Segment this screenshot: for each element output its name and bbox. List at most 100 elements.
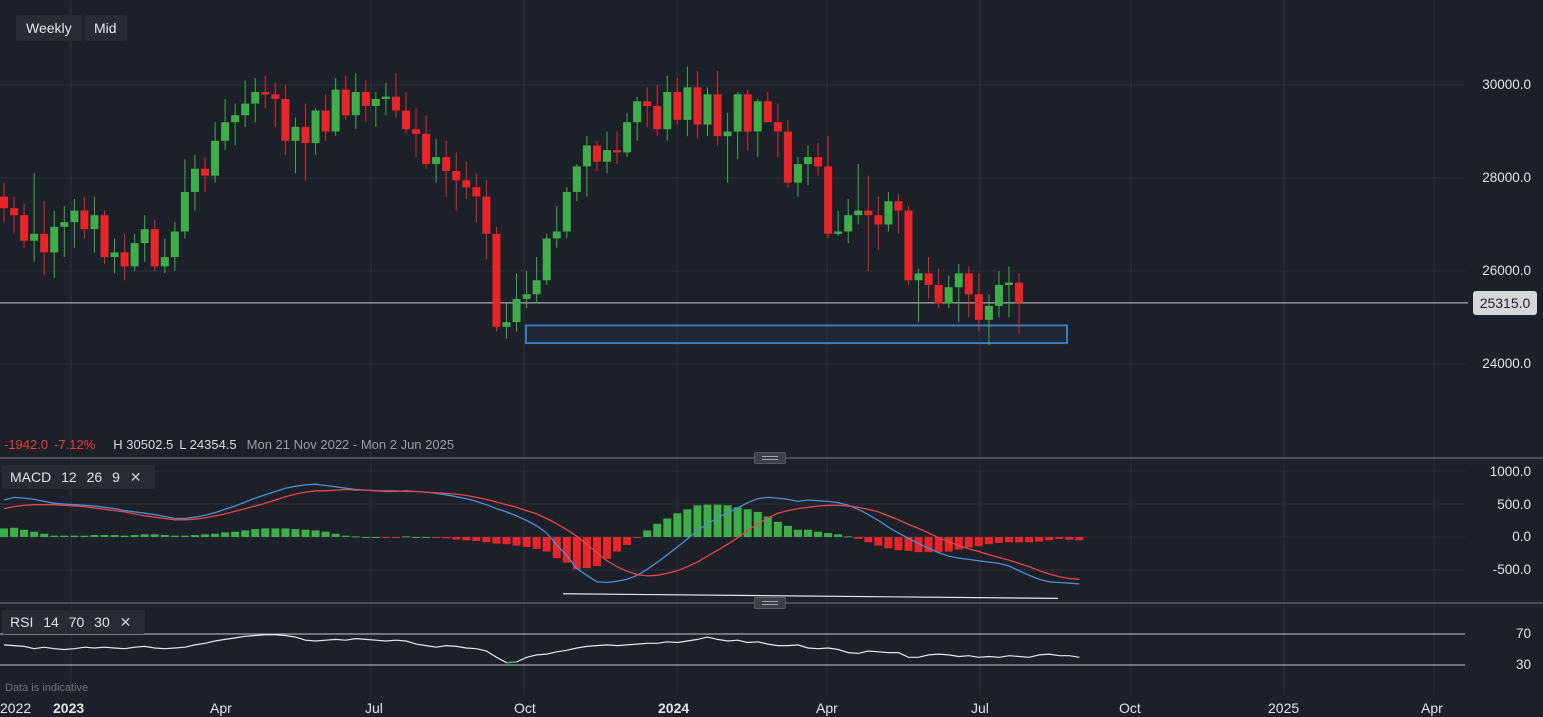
candle [140,229,149,244]
candle [30,233,39,241]
candle [432,157,441,165]
macd-histogram-bar [894,537,903,551]
pane-resize-handle[interactable] [754,597,786,609]
rsi-tick-label: 30 [1515,657,1531,672]
macd-histogram-bar [733,507,742,537]
macd-histogram-bar [994,537,1003,543]
candle [301,126,310,144]
y-tick-label: 28000.0 [1482,170,1531,185]
candle [60,222,69,227]
candle [854,210,863,216]
candle [422,133,431,165]
candle [221,122,230,141]
rsi-oversold-segment [506,661,517,664]
macd-tick-label: 0.0 [1512,529,1531,544]
x-tick-label: Jul [365,700,383,716]
macd-histogram-bar [462,537,471,541]
candle [804,157,812,165]
candle [673,91,682,120]
timeframe-button[interactable]: Weekly [16,15,82,41]
macd-histogram-bar [1065,537,1074,540]
macd-histogram-bar [603,537,611,559]
macd-histogram-bar [522,537,531,547]
x-tick-label: Apr [210,700,232,716]
candle [542,238,551,281]
candle [351,91,360,116]
macd-histogram-bar [834,534,843,537]
macd-histogram-bar [854,537,863,539]
candle [874,215,883,225]
candle [522,294,531,299]
candle [733,94,742,132]
macd-histogram-bar [844,536,853,538]
x-tick-label: 2025 [1268,700,1300,716]
candle [261,91,270,95]
macd-histogram-bar [964,537,973,548]
candle [944,287,953,304]
candle [783,131,792,183]
candle [281,98,290,141]
rsi-legend[interactable]: RSI 14 70 30 ✕ [2,610,146,634]
candle [663,91,672,130]
x-tick-label: Apr [816,700,838,716]
macd-histogram-bar [904,537,913,551]
macd-histogram-bar [422,537,431,538]
macd-histogram-bar [120,535,129,537]
x-tick-label: 2022 [0,700,32,716]
candle [100,215,109,258]
macd-histogram-bar [562,537,571,563]
rsi-tick-label: 70 [1515,626,1531,641]
macd-histogram-bar [351,536,360,538]
x-tick-label: Oct [514,700,536,716]
pane-resize-handle[interactable] [754,452,786,464]
macd-histogram-bar [552,537,561,559]
candle [763,101,772,123]
candle [1005,282,1013,285]
candle [532,280,541,295]
macd-signal: 9 [112,469,120,485]
change-percent: -7.12% [54,437,96,452]
candle [10,208,19,216]
candle [994,284,1003,306]
candle [974,294,983,320]
macd-histogram-bar [321,531,330,537]
candle [984,305,993,320]
candle [572,166,581,192]
candle [643,101,652,106]
candle [381,96,390,99]
macd-histogram-bar [251,529,260,537]
candle [964,273,973,295]
candle [160,257,169,267]
macd-histogram-bar [542,537,551,552]
macd-histogram-bar [984,537,993,545]
rsi-upper: 70 [68,614,85,630]
x-tick-label: 2024 [658,700,690,716]
candle [412,129,421,134]
macd-histogram-bar [633,537,642,538]
candle [80,210,89,230]
low-value: L 24354.5 [179,437,237,452]
macd-histogram-bar [10,527,19,537]
macd-histogram-bar [643,530,652,537]
macd-histogram-bar [512,537,521,546]
close-icon[interactable]: ✕ [129,469,142,485]
candle [0,196,8,209]
macd-histogram-bar [60,535,69,537]
candle [321,110,330,132]
candle [703,94,712,125]
macd-histogram-bar [361,537,370,538]
macd-histogram-bar [924,537,933,553]
macd-histogram-bar [180,535,189,537]
candle [371,98,380,106]
candle [773,122,782,132]
candle [954,273,963,288]
macd-histogram-bar [150,534,159,537]
macd-histogram-bar [412,537,421,538]
macd-legend[interactable]: MACD 12 26 9 ✕ [2,465,156,489]
macd-histogram-bar [934,537,943,553]
macd-histogram-bar [804,529,812,537]
price-type-button[interactable]: Mid [84,15,127,41]
close-icon[interactable]: ✕ [119,614,132,630]
macd-histogram-bar [201,534,209,537]
